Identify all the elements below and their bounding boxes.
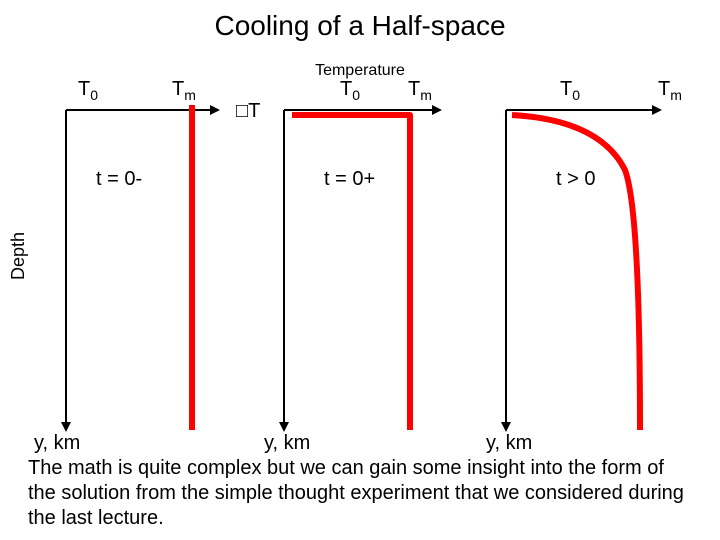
diagram-canvas xyxy=(0,0,720,540)
